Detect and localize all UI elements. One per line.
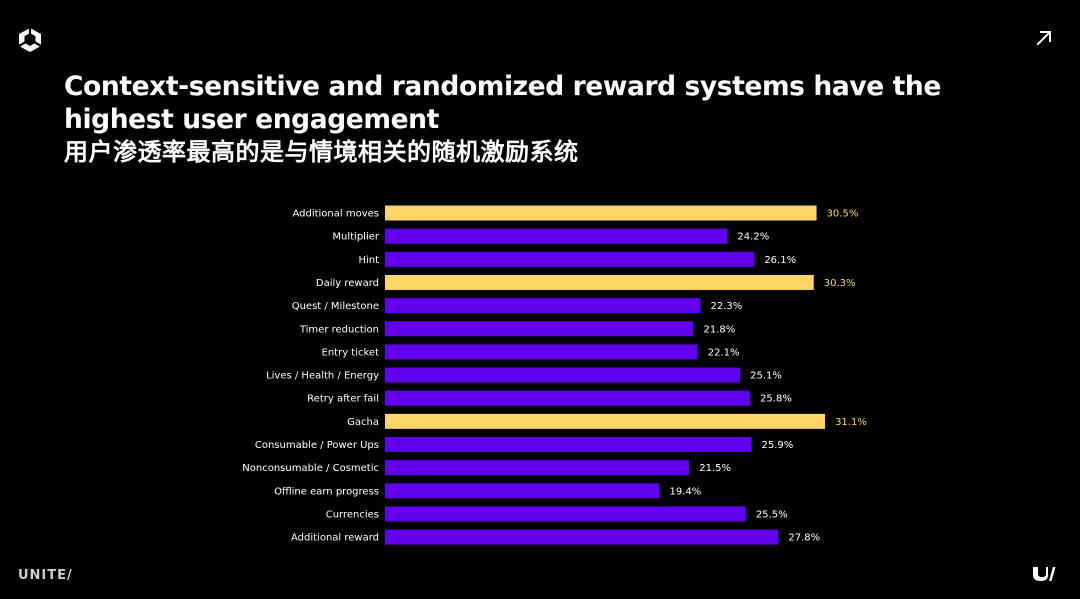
bar [385, 390, 751, 406]
title-line-1: Context-sensitive and randomized reward … [64, 71, 941, 102]
category-label: Currencies [326, 509, 379, 520]
value-label: 19.4% [670, 486, 702, 497]
highlighted-bar [385, 413, 826, 429]
category-label: Nonconsumable / Cosmetic [242, 463, 379, 474]
bar [385, 529, 779, 545]
bar [385, 506, 746, 522]
bar [385, 321, 694, 337]
category-label: Gacha [347, 417, 379, 428]
category-label: Consumable / Power Ups [255, 440, 379, 451]
bar [385, 437, 752, 452]
value-label: 25.1% [750, 371, 782, 382]
value-label: 27.8% [788, 533, 820, 544]
bar [385, 483, 660, 499]
category-label: Entry ticket [322, 347, 380, 358]
u-slash-logo-icon [1033, 567, 1056, 581]
bar [385, 251, 755, 267]
value-label: 25.5% [756, 509, 788, 520]
value-label: 26.1% [764, 255, 796, 266]
value-label: 21.8% [703, 324, 735, 335]
value-label: 21.5% [699, 463, 731, 474]
category-label: Multiplier [332, 232, 380, 243]
bar [385, 228, 728, 244]
slide-title: Context-sensitive and randomized reward … [64, 70, 964, 169]
value-label: 22.3% [711, 301, 743, 312]
title-line-2: highest user engagement [64, 104, 439, 135]
category-label: Quest / Milestone [292, 301, 379, 312]
category-label: Additional reward [291, 533, 379, 544]
arrow-up-right-icon[interactable] [1035, 29, 1053, 47]
highlighted-bar [385, 205, 817, 221]
category-label: Daily reward [316, 278, 379, 289]
title-line-chinese: 用户渗透率最高的是与情境相关的随机激励系统 [64, 138, 579, 166]
bar [385, 298, 701, 314]
value-label: 30.5% [827, 209, 859, 220]
unity-logo-icon [18, 28, 42, 52]
value-label: 25.8% [760, 394, 792, 405]
bar [385, 344, 698, 360]
bar [385, 367, 741, 383]
category-label: Lives / Health / Energy [266, 371, 379, 382]
category-label: Retry after fail [307, 394, 379, 405]
category-label: Additional moves [292, 209, 379, 220]
value-label: 30.3% [824, 278, 856, 289]
value-label: 25.9% [761, 440, 793, 451]
unite-footer-logo: UNITE/ [18, 568, 73, 583]
category-label: Timer reduction [299, 324, 379, 335]
category-label: Hint [358, 255, 379, 266]
highlighted-bar [385, 274, 814, 290]
value-label: 22.1% [708, 347, 740, 358]
value-label: 31.1% [835, 417, 867, 428]
bar [385, 460, 690, 476]
value-label: 24.2% [737, 232, 769, 243]
category-label: Offline earn progress [274, 486, 379, 497]
